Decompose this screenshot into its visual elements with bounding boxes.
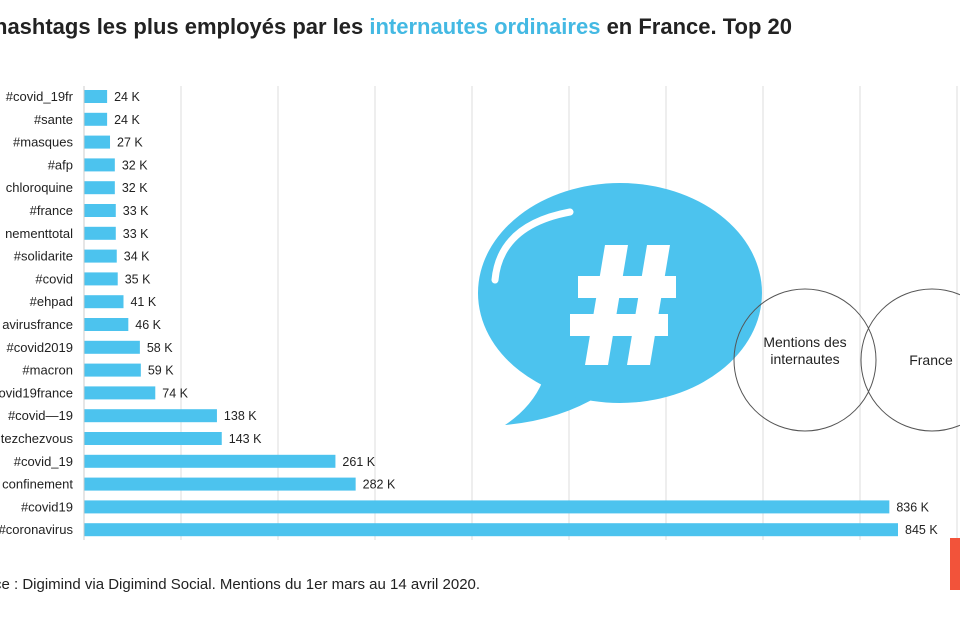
category-label: confinement xyxy=(2,477,73,492)
bar-value-label: 845 K xyxy=(905,523,938,537)
bar xyxy=(84,363,141,377)
bar xyxy=(84,409,217,423)
title-text-before: hashtags les plus employés par les xyxy=(0,14,370,39)
venn-label-mentions: Mentions des internautes xyxy=(763,334,847,367)
category-label: nementtotal xyxy=(5,226,73,241)
category-label: tezchezvous xyxy=(1,431,74,446)
hashtag-icon xyxy=(570,245,676,365)
bar xyxy=(84,500,890,514)
bar-value-label: 41 K xyxy=(130,295,156,309)
bar xyxy=(84,318,129,331)
bar-value-label: 27 K xyxy=(117,136,143,150)
hashtag-illustration xyxy=(478,183,960,432)
venn-label-france: France xyxy=(909,352,953,368)
category-label: #afp xyxy=(48,157,73,172)
bar xyxy=(84,477,356,491)
category-label: ovid19france xyxy=(0,385,73,400)
category-label: #masques xyxy=(13,135,73,150)
category-label: #covid19 xyxy=(21,499,73,514)
bar-value-label: 59 K xyxy=(148,364,174,378)
bar-value-label: 35 K xyxy=(125,272,151,286)
bar-value-label: 58 K xyxy=(147,341,173,355)
bar-value-label: 24 K xyxy=(114,90,140,104)
category-label: #covid2019 xyxy=(7,340,74,355)
bar-value-label: 32 K xyxy=(122,158,148,172)
bar-value-label: 32 K xyxy=(122,181,148,195)
bar-value-label: 282 K xyxy=(363,478,396,492)
bar-value-label: 261 K xyxy=(342,455,375,469)
bar-value-label: 143 K xyxy=(229,432,262,446)
bar-value-label: 33 K xyxy=(123,227,149,241)
bar xyxy=(84,135,111,149)
bar xyxy=(84,181,115,195)
category-label: avirusfrance xyxy=(2,317,73,332)
bar xyxy=(84,158,115,172)
category-label: #solidarite xyxy=(14,249,73,264)
bar xyxy=(84,386,156,400)
source-note: ce : Digimind via Digimind Social. Menti… xyxy=(0,576,481,593)
bar xyxy=(84,112,108,126)
bar xyxy=(84,295,124,309)
brand-tab xyxy=(950,538,960,590)
category-label: #covid—19 xyxy=(8,408,73,423)
title-text-after: en France. Top 20 xyxy=(600,14,792,39)
bar-value-label: 34 K xyxy=(124,250,150,264)
bar-value-label: 33 K xyxy=(123,204,149,218)
venn-circle-mentions xyxy=(733,288,877,432)
bar xyxy=(84,226,116,240)
bar xyxy=(84,90,108,103)
bar xyxy=(84,272,118,286)
bar xyxy=(84,249,117,263)
category-label: #covid xyxy=(35,271,73,286)
venn-circle-france xyxy=(860,288,960,432)
category-label: #covid_19fr xyxy=(6,89,74,104)
bar xyxy=(84,340,140,354)
bar-value-label: 74 K xyxy=(162,386,188,400)
chart-bars: #covid_19fr 24 K #sante 24 K #masques 27 K #af… xyxy=(0,89,938,537)
bar xyxy=(84,454,336,468)
category-label: chloroquine xyxy=(6,180,73,195)
bar xyxy=(84,523,898,537)
category-label: #covid_19 xyxy=(14,454,73,469)
category-label: #france xyxy=(30,203,73,218)
bar xyxy=(84,204,116,217)
bar-value-label: 24 K xyxy=(114,113,140,127)
chart-title: hashtags les plus employés par les inter… xyxy=(0,14,960,40)
bar-value-label: 138 K xyxy=(224,409,257,423)
category-label: #coronavirus xyxy=(0,522,73,537)
title-text-highlight: internautes ordinaires xyxy=(369,14,601,39)
category-label: #sante xyxy=(34,112,73,127)
category-label: #macron xyxy=(22,363,73,378)
bar xyxy=(84,432,222,445)
bar-value-label: 46 K xyxy=(135,318,161,332)
category-label: #ehpad xyxy=(30,294,73,309)
speech-bubble-highlight xyxy=(491,208,574,284)
bar-value-label: 836 K xyxy=(896,500,929,514)
